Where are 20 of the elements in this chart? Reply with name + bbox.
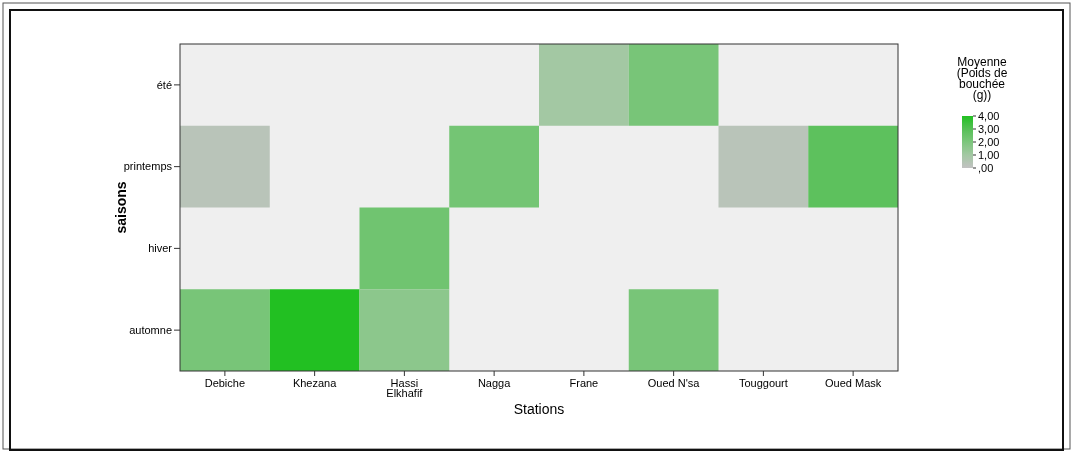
y-tick-label: hiver <box>148 242 173 255</box>
x-tick-label: Touggourt <box>738 377 788 389</box>
x-tick-label: Frane <box>569 377 599 389</box>
x-tick-label: Hassi Elkhafif <box>386 377 424 399</box>
color-bar-title: Moyenne (Poids de bouchée (g)) <box>956 55 1008 102</box>
y-tick-label: été <box>156 78 172 91</box>
color-bar-label: 3,00 <box>978 122 1000 135</box>
x-tick-label: Debiche <box>204 377 246 389</box>
x-axis-title: Stations <box>513 401 565 417</box>
color-bar-label: 4,00 <box>978 109 1000 122</box>
x-tick-label: Khezana <box>292 377 338 389</box>
x-tick-label: Oued Mask <box>825 377 882 389</box>
y-tick-label: printemps <box>123 160 173 173</box>
x-tick-label: Nagga <box>477 377 512 389</box>
x-tick-label: Oued N'sa <box>647 377 701 389</box>
color-bar-label: 2,00 <box>978 135 1000 148</box>
y-tick-label: automne <box>129 323 172 336</box>
color-bar-label: ,00 <box>978 161 994 174</box>
y-axis-title: saisons <box>113 181 129 234</box>
color-bar-label: 1,00 <box>978 148 1000 161</box>
